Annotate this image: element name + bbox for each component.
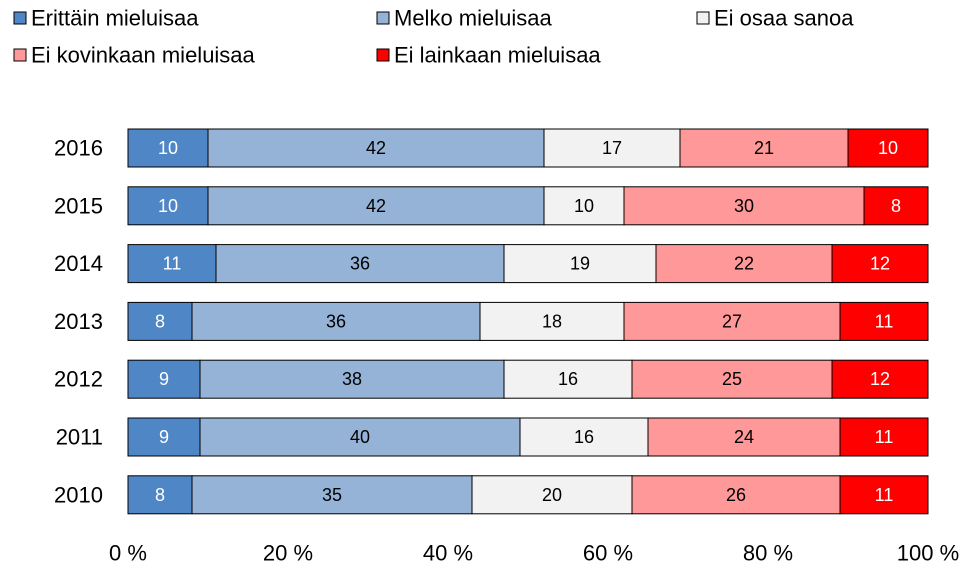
data-label: 10 bbox=[158, 138, 178, 158]
legend-swatch bbox=[696, 11, 710, 25]
data-label: 12 bbox=[870, 254, 890, 274]
bar-segment bbox=[479, 301, 625, 341]
data-label: 8 bbox=[891, 196, 901, 216]
data-label: 12 bbox=[870, 369, 890, 389]
bar-segment bbox=[839, 417, 929, 457]
data-label: 21 bbox=[754, 138, 774, 158]
x-tick-label: 40 % bbox=[423, 541, 473, 566]
y-tick-label: 2014 bbox=[54, 251, 103, 276]
bar-segment bbox=[623, 301, 841, 341]
data-label: 42 bbox=[366, 138, 386, 158]
bar-segment bbox=[839, 475, 929, 515]
bar-segment bbox=[127, 128, 209, 168]
bar-segment bbox=[199, 359, 505, 399]
data-label: 38 bbox=[342, 369, 362, 389]
data-label: 42 bbox=[366, 196, 386, 216]
bar-segment bbox=[847, 128, 929, 168]
data-label: 16 bbox=[574, 427, 594, 447]
data-label: 20 bbox=[542, 485, 562, 505]
bar-segment bbox=[207, 186, 545, 226]
data-label: 9 bbox=[159, 369, 169, 389]
data-label: 8 bbox=[155, 311, 165, 331]
bar-segment bbox=[215, 244, 505, 284]
data-label: 25 bbox=[722, 369, 742, 389]
bar-segment bbox=[623, 186, 865, 226]
x-tick-label: 0 % bbox=[109, 541, 147, 566]
bar-segment bbox=[191, 301, 481, 341]
bar-segment bbox=[631, 475, 841, 515]
data-label: 11 bbox=[875, 311, 894, 331]
legend-label: Ei kovinkaan mieluisaa bbox=[31, 43, 256, 68]
bar-segment bbox=[127, 301, 193, 341]
data-label: 11 bbox=[163, 254, 182, 274]
bar-segment bbox=[503, 359, 633, 399]
bar-segment bbox=[519, 417, 649, 457]
data-label: 40 bbox=[350, 427, 370, 447]
bar-segment bbox=[863, 186, 929, 226]
legend-label: Erittäin mieluisaa bbox=[31, 6, 199, 31]
bar-segment bbox=[127, 186, 209, 226]
data-label: 9 bbox=[159, 427, 169, 447]
data-label: 36 bbox=[326, 311, 346, 331]
bar-segment bbox=[655, 244, 833, 284]
bar-segment bbox=[543, 186, 625, 226]
bar-segment bbox=[831, 359, 929, 399]
data-label: 30 bbox=[734, 196, 754, 216]
legend-label: Melko mieluisaa bbox=[394, 6, 552, 31]
bar-segment bbox=[207, 128, 545, 168]
legend-swatch bbox=[376, 11, 390, 25]
legend-swatch bbox=[376, 48, 390, 62]
data-label: 16 bbox=[558, 369, 578, 389]
bar-segment bbox=[127, 359, 201, 399]
bar-segment bbox=[831, 244, 929, 284]
data-label: 11 bbox=[875, 427, 894, 447]
data-label: 10 bbox=[574, 196, 594, 216]
bar-segment bbox=[839, 301, 929, 341]
data-label: 35 bbox=[322, 485, 342, 505]
y-tick-label: 2015 bbox=[54, 193, 103, 218]
data-label: 26 bbox=[726, 485, 746, 505]
y-tick-label: 2013 bbox=[54, 309, 103, 334]
bar-segment bbox=[543, 128, 681, 168]
x-tick-label: 20 % bbox=[263, 541, 313, 566]
data-label: 8 bbox=[155, 485, 165, 505]
y-tick-label: 2012 bbox=[54, 367, 103, 392]
x-tick-label: 60 % bbox=[583, 541, 633, 566]
x-tick-label: 80 % bbox=[743, 541, 793, 566]
data-label: 22 bbox=[734, 254, 754, 274]
bar-segment bbox=[127, 475, 193, 515]
bar-segment bbox=[503, 244, 657, 284]
data-label: 17 bbox=[602, 138, 622, 158]
data-label: 10 bbox=[158, 196, 178, 216]
y-tick-label: 2010 bbox=[54, 482, 103, 507]
data-label: 19 bbox=[570, 254, 590, 274]
legend-label: Ei osaa sanoa bbox=[714, 6, 854, 31]
legend-label: Ei lainkaan mieluisaa bbox=[394, 43, 601, 68]
data-label: 27 bbox=[722, 311, 742, 331]
bar-segment bbox=[679, 128, 849, 168]
x-tick-label: 100 % bbox=[897, 541, 959, 566]
data-label: 11 bbox=[875, 485, 894, 505]
y-tick-label: 2016 bbox=[54, 136, 103, 161]
bar-segment bbox=[199, 417, 521, 457]
data-label: 18 bbox=[542, 311, 562, 331]
legend-swatch bbox=[13, 11, 27, 25]
data-label: 24 bbox=[734, 427, 754, 447]
data-label: 10 bbox=[878, 138, 898, 158]
data-label: 36 bbox=[350, 254, 370, 274]
bar-segment bbox=[647, 417, 841, 457]
y-tick-label: 2011 bbox=[56, 425, 103, 450]
legend-swatch bbox=[13, 48, 27, 62]
